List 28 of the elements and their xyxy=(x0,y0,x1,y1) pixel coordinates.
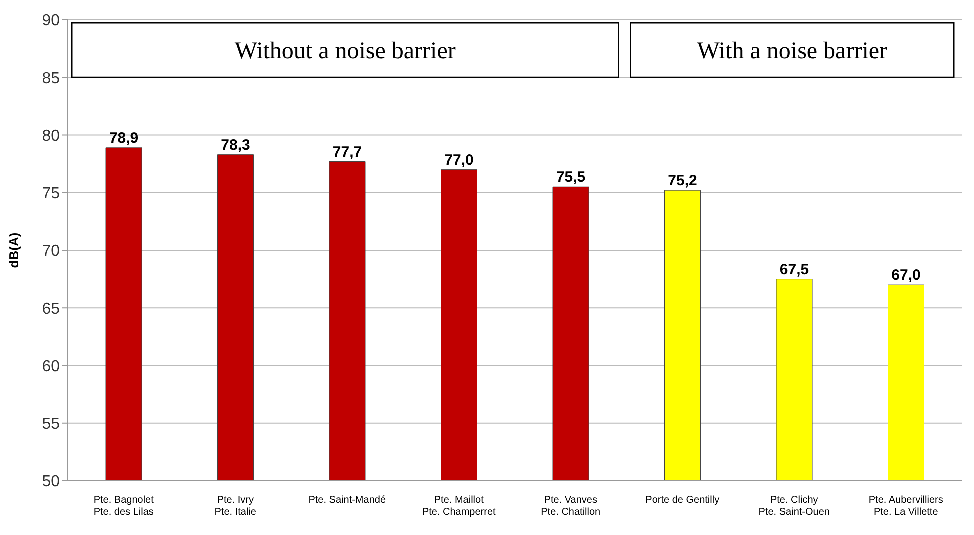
data-label: 67,5 xyxy=(780,261,810,278)
x-tick-label: Pte. Aubervilliers Pte. La Villette xyxy=(868,495,944,518)
x-tick-label: Pte. Ivry Pte. Italie xyxy=(214,495,257,518)
x-tick-label: Pte. Bagnolet Pte. des Lilas xyxy=(94,495,154,518)
data-label: 77,7 xyxy=(332,144,362,161)
x-tick-label: Pte. Vanves Pte. Chatillon xyxy=(541,495,601,518)
y-tick-label: 75 xyxy=(42,186,60,203)
annotation: With a noise barrier xyxy=(697,38,888,64)
data-label: 75,2 xyxy=(668,172,698,190)
y-axis-title: dB(A) xyxy=(6,232,22,268)
y-tick-label: 55 xyxy=(42,416,60,434)
x-tick-label: Pte. Saint-Mandé xyxy=(308,495,386,506)
y-tick-label: 90 xyxy=(42,12,60,30)
y-tick-label: 70 xyxy=(42,243,60,260)
annotation: Without a noise barrier xyxy=(234,38,456,64)
data-label: 78,9 xyxy=(109,130,139,147)
x-tick-label: Porte de Gentilly xyxy=(646,495,720,506)
y-tick-label: 50 xyxy=(42,474,60,491)
y-tick-label: 85 xyxy=(42,70,60,88)
y-tick-label: 60 xyxy=(42,358,60,376)
x-tick-label: Pte. Maillot Pte. Champerret xyxy=(422,495,496,518)
data-label: 67,0 xyxy=(892,267,921,284)
data-label: 78,3 xyxy=(221,136,250,154)
x-tick-label: Pte. Clichy Pte. Saint-Ouen xyxy=(758,495,830,518)
data-label: 77,0 xyxy=(444,152,474,169)
data-label: 75,5 xyxy=(556,169,586,186)
y-tick-label: 65 xyxy=(42,300,60,318)
y-tick-label: 80 xyxy=(42,128,60,145)
